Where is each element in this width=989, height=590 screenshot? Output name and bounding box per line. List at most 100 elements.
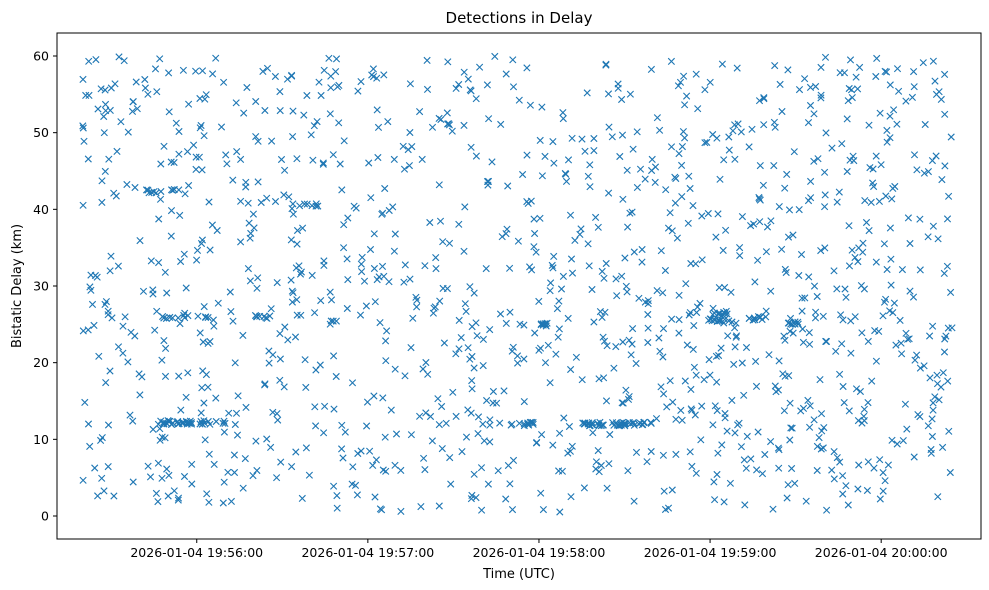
data-point — [640, 419, 648, 427]
data-point — [455, 316, 463, 324]
data-point — [933, 371, 941, 379]
data-point — [105, 155, 113, 163]
data-point — [712, 233, 720, 241]
data-point — [370, 392, 378, 400]
data-point — [916, 215, 924, 223]
data-point — [426, 218, 434, 227]
data-point — [872, 357, 880, 365]
data-point — [931, 77, 939, 85]
data-point — [754, 256, 762, 264]
data-point — [92, 56, 100, 64]
data-point — [311, 309, 319, 317]
data-point — [801, 294, 809, 302]
data-point — [115, 53, 123, 61]
data-point — [612, 343, 620, 351]
data-point — [202, 91, 210, 99]
data-point — [731, 429, 739, 437]
data-point — [929, 322, 937, 330]
data-point — [379, 394, 387, 402]
data-point — [446, 454, 454, 462]
data-point — [869, 165, 877, 173]
data-point — [875, 197, 883, 205]
data-point — [752, 357, 760, 365]
data-point — [332, 317, 340, 325]
data-point — [180, 250, 188, 258]
data-point — [494, 467, 502, 475]
data-point — [104, 421, 113, 429]
data-point — [806, 423, 814, 431]
data-point — [934, 493, 942, 501]
y-tick-label: 60 — [33, 49, 49, 64]
data-point — [443, 109, 451, 117]
data-point — [287, 236, 295, 244]
data-point — [924, 422, 932, 430]
data-point — [210, 460, 218, 468]
data-point — [455, 80, 463, 89]
data-point — [668, 315, 676, 323]
data-point — [928, 415, 936, 423]
data-point — [786, 436, 794, 444]
data-point — [576, 230, 584, 238]
data-point — [401, 261, 409, 269]
data-point — [160, 142, 168, 150]
data-point — [277, 458, 285, 466]
data-point — [939, 369, 947, 377]
data-point — [791, 318, 799, 326]
data-point — [621, 254, 629, 262]
data-point — [736, 244, 744, 252]
data-point — [373, 106, 381, 114]
data-point — [485, 115, 493, 123]
data-point — [592, 213, 600, 221]
data-point — [332, 372, 340, 381]
data-point — [289, 210, 297, 218]
data-point — [333, 492, 341, 500]
data-point — [447, 480, 455, 488]
data-point — [252, 312, 261, 320]
data-point — [330, 352, 338, 360]
data-point — [276, 330, 284, 338]
data-point — [119, 349, 127, 357]
data-point — [467, 143, 475, 151]
data-point — [737, 443, 745, 451]
data-point — [661, 266, 669, 275]
data-point — [421, 466, 429, 474]
data-point — [483, 177, 492, 186]
data-point — [618, 272, 626, 280]
data-point — [161, 372, 170, 380]
data-point — [712, 352, 720, 360]
data-point — [761, 450, 769, 459]
data-point — [214, 299, 222, 307]
data-point — [197, 239, 206, 248]
data-point — [677, 406, 685, 414]
data-point — [947, 288, 955, 296]
data-point — [416, 412, 424, 420]
data-point — [802, 497, 810, 505]
data-point — [343, 304, 351, 313]
data-point — [220, 78, 228, 86]
data-point — [870, 182, 878, 191]
data-point — [875, 327, 883, 335]
data-point — [858, 329, 866, 337]
data-point — [371, 298, 379, 306]
data-point — [725, 146, 733, 154]
data-point — [102, 379, 110, 387]
data-point — [928, 432, 936, 441]
data-point — [904, 214, 912, 222]
data-point — [504, 461, 512, 470]
data-point — [391, 230, 399, 238]
data-point — [520, 420, 528, 428]
data-point — [473, 332, 481, 340]
data-point — [406, 275, 414, 283]
data-point — [657, 247, 665, 255]
data-point — [630, 248, 638, 256]
data-point — [709, 421, 717, 429]
data-point — [861, 197, 869, 205]
data-point — [219, 499, 227, 507]
data-point — [727, 288, 735, 296]
data-point — [559, 115, 567, 123]
data-point — [823, 506, 831, 514]
data-point — [588, 285, 596, 294]
data-point — [781, 184, 789, 192]
data-point — [503, 225, 511, 233]
